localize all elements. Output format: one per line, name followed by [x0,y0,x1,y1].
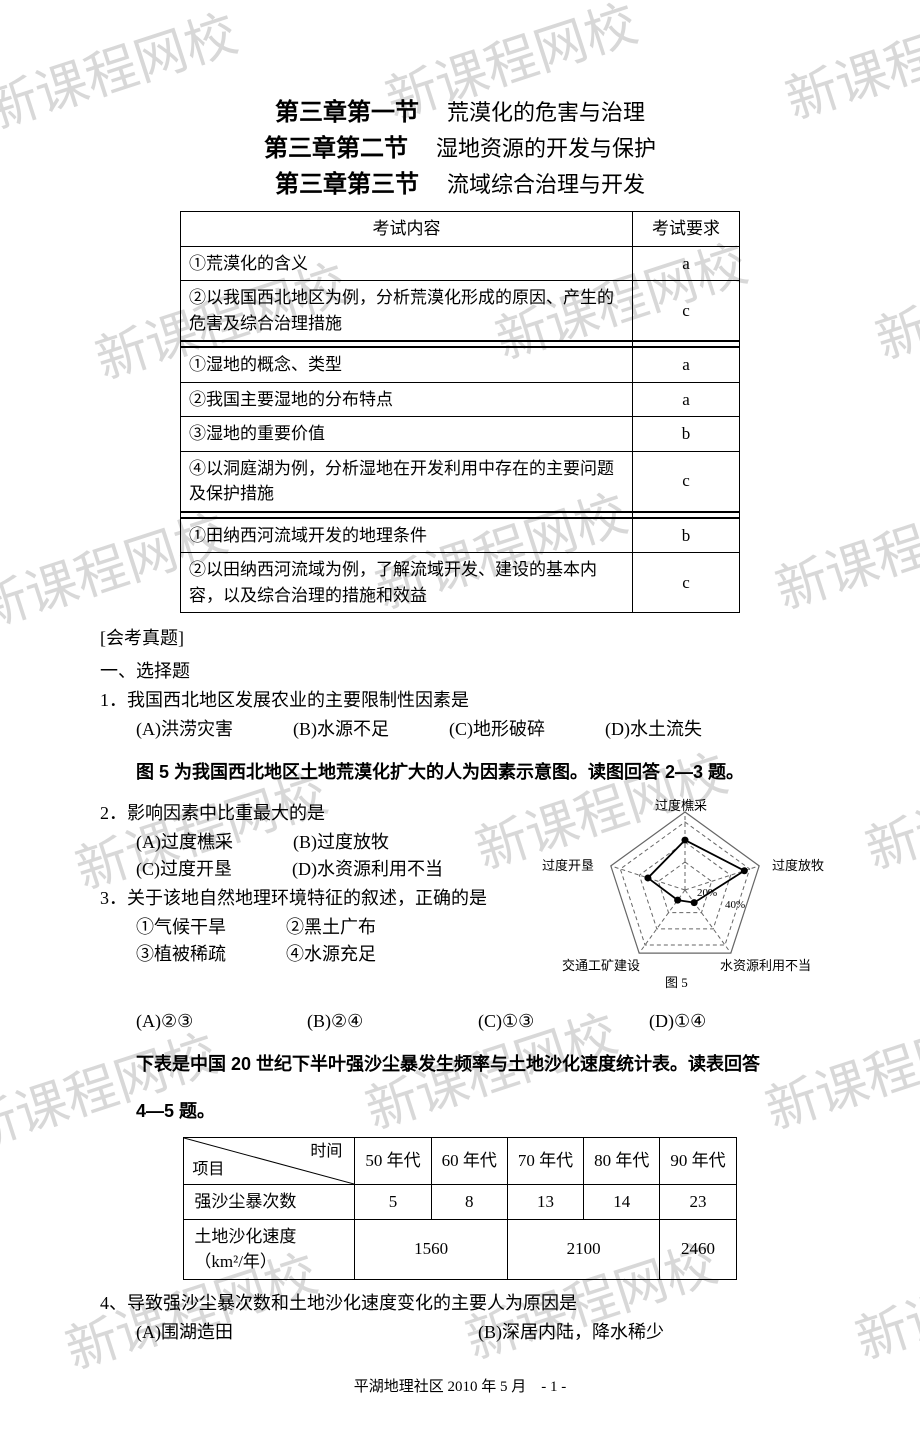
req-cell: ②以田纳西河流域为例，了解流域开发、建设的基本内容，以及综合治理的措施和效益 [181,553,633,613]
req-cell: ①荒漠化的含义 [181,246,633,281]
req-level: a [633,382,740,417]
req-level: a [633,347,740,382]
stats-col-3: 80 年代 [584,1138,660,1185]
req-header-level: 考试要求 [633,212,740,247]
stats-cell: 1560 [355,1219,508,1279]
req-level: c [633,553,740,613]
q4-opt-b: (B)深居内陆，降水稀少 [478,1319,820,1346]
q2-opt-c: (C)过度开垦 [136,856,232,883]
req-cell: ③湿地的重要价值 [181,417,633,452]
q3-opt-a: (A)②③ [136,1008,307,1035]
q3-sub-2: ②黑土广布 [286,914,376,941]
radar-label-4: 过度开垦 [542,856,594,876]
q4-opt-a: (A)围湖造田 [136,1319,478,1346]
part-a-label: 一、选择题 [100,658,820,685]
stats-cell: 5 [355,1185,431,1220]
req-level: b [633,417,740,452]
stats-col-4: 90 年代 [660,1138,736,1185]
page-footer: 平湖地理社区 2010 年 5 月 - 1 - [100,1376,820,1399]
radar-caption: 图 5 [665,973,688,993]
q3-sub-3: ③植被稀疏 [136,941,226,968]
req-level: c [633,451,740,512]
q2-opt-b: (B)过度放牧 [293,829,389,856]
stats-diag-top: 时间 [310,1140,342,1164]
radar-label-1: 过度放牧 [772,856,824,876]
req-level: c [633,281,740,342]
q3-opt-d: (D)①④ [649,1008,820,1035]
q1-opt-d: (D)水土流失 [605,716,702,743]
stats-cell: 23 [660,1185,736,1220]
q1-opt-b: (B)水源不足 [293,716,389,743]
stats-table: 时间 项目 50 年代 60 年代 70 年代 80 年代 90 年代 强沙尘暴… [183,1137,736,1280]
radar-label-3: 交通工矿建设 [562,956,640,976]
chapter-2-num: 第三章第二节 [264,131,408,167]
chapter-3-title: 流域综合治理与开发 [447,168,645,201]
q3-sub-4: ④水源充足 [286,941,376,968]
q1-opt-c: (C)地形破碎 [449,716,545,743]
q3-opt-c: (C)①③ [478,1008,649,1035]
stats-cell: 14 [584,1185,660,1220]
q1-stem: 1．我国西北地区发展农业的主要限制性因素是 [100,687,820,714]
q3-stem: 3．关于该地自然地理环境特征的叙述，正确的是 [100,885,550,912]
radar-label-2: 水资源利用不当 [720,956,811,976]
req-cell: ②我国主要湿地的分布特点 [181,382,633,417]
q2-stem: 2．影响因素中比重最大的是 [100,800,550,827]
q1-opt-a: (A)洪涝灾害 [136,716,233,743]
q4-stem: 4、导致强沙尘暴次数和土地沙化速度变化的主要人为原因是 [100,1290,820,1317]
q3-opt-b: (B)②④ [307,1008,478,1035]
req-level: a [633,246,740,281]
chapter-1-title: 荒漠化的危害与治理 [447,96,645,129]
svg-text:20%: 20% [697,887,717,899]
stats-cell: 13 [507,1185,583,1220]
chapter-headings: 第三章第一节荒漠化的危害与治理 第三章第二节湿地资源的开发与保护 第三章第三节流… [100,95,820,203]
stats-cell: 2460 [660,1219,736,1279]
context-45: 下表是中国 20 世纪下半叶强沙尘暴发生频率与土地沙化速度统计表。读表回答 [136,1051,820,1078]
stats-col-2: 70 年代 [507,1138,583,1185]
stats-row-label: 土地沙化速度（km²/年） [184,1219,355,1279]
requirements-table: 考试内容考试要求 ①荒漠化的含义a②以我国西北地区为例，分析荒漠化形成的原因、产… [180,211,740,613]
q3-sub-1: ①气候干旱 [136,914,226,941]
chapter-2-title: 湿地资源的开发与保护 [436,132,656,165]
req-level: b [633,518,740,553]
req-cell: ①湿地的概念、类型 [181,347,633,382]
stats-diag-cell: 时间 项目 [184,1138,355,1185]
chapter-3-num: 第三章第三节 [275,167,419,203]
q2-opt-d: (D)水资源利用不当 [292,856,443,883]
req-cell: ④以洞庭湖为例，分析湿地在开发利用中存在的主要问题及保护措施 [181,451,633,512]
req-cell: ②以我国西北地区为例，分析荒漠化形成的原因、产生的危害及综合治理措施 [181,281,633,342]
radar-label-0: 过度樵采 [655,796,707,816]
stats-cell: 2100 [507,1219,660,1279]
stats-row-label: 强沙尘暴次数 [184,1185,355,1220]
context-45b: 4—5 题。 [136,1098,820,1125]
stats-cell: 8 [431,1185,507,1220]
stats-col-1: 60 年代 [431,1138,507,1185]
context-23: 图 5 为我国西北地区土地荒漠化扩大的人为因素示意图。读图回答 2—3 题。 [136,759,820,786]
chapter-1-num: 第三章第一节 [275,95,419,131]
q2-opt-a: (A)过度樵采 [136,829,233,856]
stats-diag-bot: 项目 [192,1158,224,1182]
svg-text:40%: 40% [725,899,745,911]
req-cell: ①田纳西河流域开发的地理条件 [181,518,633,553]
radar-chart: 20%40% 过度樵采 过度放牧 水资源利用不当 交通工矿建设 过度开垦 图 5 [550,798,820,1008]
stats-col-0: 50 年代 [355,1138,431,1185]
req-header-content: 考试内容 [181,212,633,247]
section-label: [会考真题] [100,625,820,652]
